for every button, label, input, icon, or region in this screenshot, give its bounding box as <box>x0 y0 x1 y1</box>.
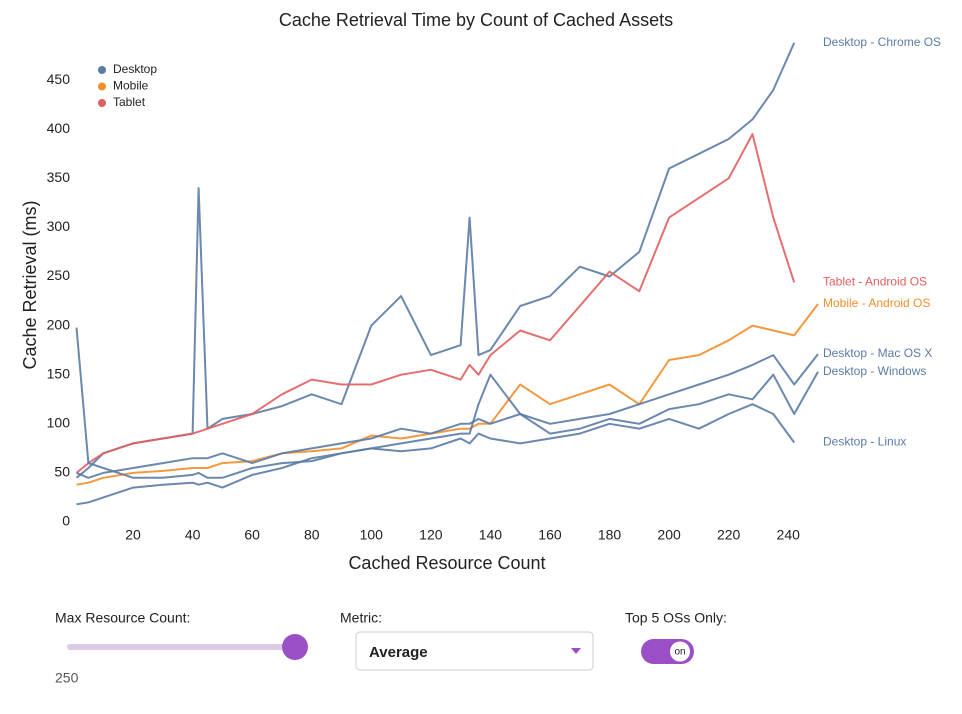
x-tick-label: 60 <box>244 527 260 543</box>
series-end-label: Tablet - Android OS <box>823 275 927 289</box>
series-line <box>76 403 796 506</box>
toggle-state: on <box>674 647 685 658</box>
y-tick-label: 350 <box>47 169 71 185</box>
metric-label: Metric: <box>340 610 382 626</box>
slider-label: Max Resource Count: <box>55 610 190 626</box>
chart-title: Cache Retrieval Time by Count of Cached … <box>279 10 673 30</box>
y-tick-label: 400 <box>47 120 71 136</box>
x-tick-label: 180 <box>598 527 622 543</box>
series-end-label: Mobile - Android OS <box>823 296 930 310</box>
series-line <box>75 327 819 479</box>
legend-label: Mobile <box>113 79 149 93</box>
x-tick-label: 100 <box>360 527 384 543</box>
series-end-label: Desktop - Chrome OS <box>823 35 941 49</box>
y-tick-label: 200 <box>47 316 71 332</box>
y-axis-label: Cache Retrieval (ms) <box>20 200 40 369</box>
y-tick-label: 50 <box>54 464 70 480</box>
legend-label: Desktop <box>113 62 157 76</box>
y-tick-label: 100 <box>47 415 71 431</box>
select-arrow <box>571 648 581 654</box>
y-tick-label: 250 <box>47 267 71 283</box>
metric-select[interactable] <box>355 631 594 671</box>
toggle-knob <box>670 641 690 662</box>
y-tick-label: 150 <box>47 365 71 381</box>
y-tick-label: 450 <box>47 71 71 87</box>
x-tick-label: 160 <box>538 527 562 543</box>
x-tick-label: 220 <box>717 527 741 543</box>
series-line <box>75 42 796 479</box>
slider-thumb[interactable] <box>282 634 308 660</box>
slider-value: 250 <box>55 670 79 686</box>
series-end-label: Desktop - Windows <box>823 364 926 378</box>
y-tick-label: 300 <box>47 218 71 234</box>
metric-value: Average <box>369 644 428 661</box>
plot-area: 0 50 100 150 200 250 300 350 400 450 20 40 60 80 100 12… <box>47 35 941 543</box>
x-tick-label: 40 <box>185 527 201 543</box>
x-tick-label: 120 <box>419 527 443 543</box>
legend-marker <box>98 66 106 74</box>
legend-label: Tablet <box>113 95 146 109</box>
x-tick-label: 20 <box>125 527 141 543</box>
legend-marker <box>98 99 106 107</box>
x-tick-label: 200 <box>657 527 681 543</box>
x-tick-label: 80 <box>304 527 320 543</box>
toggle-label: Top 5 OSs Only: <box>625 610 727 626</box>
series-line <box>76 353 819 479</box>
series-end-label: Desktop - Linux <box>823 435 906 449</box>
y-tick-label: 0 <box>62 513 70 529</box>
series-line <box>76 303 819 486</box>
series-end-label: Desktop - Mac OS X <box>823 346 932 360</box>
x-tick-label: 140 <box>479 527 503 543</box>
series-line <box>75 133 796 474</box>
legend-marker <box>98 82 106 91</box>
x-tick-label: 240 <box>777 527 801 543</box>
x-axis-label: Cached Resource Count <box>348 553 545 573</box>
